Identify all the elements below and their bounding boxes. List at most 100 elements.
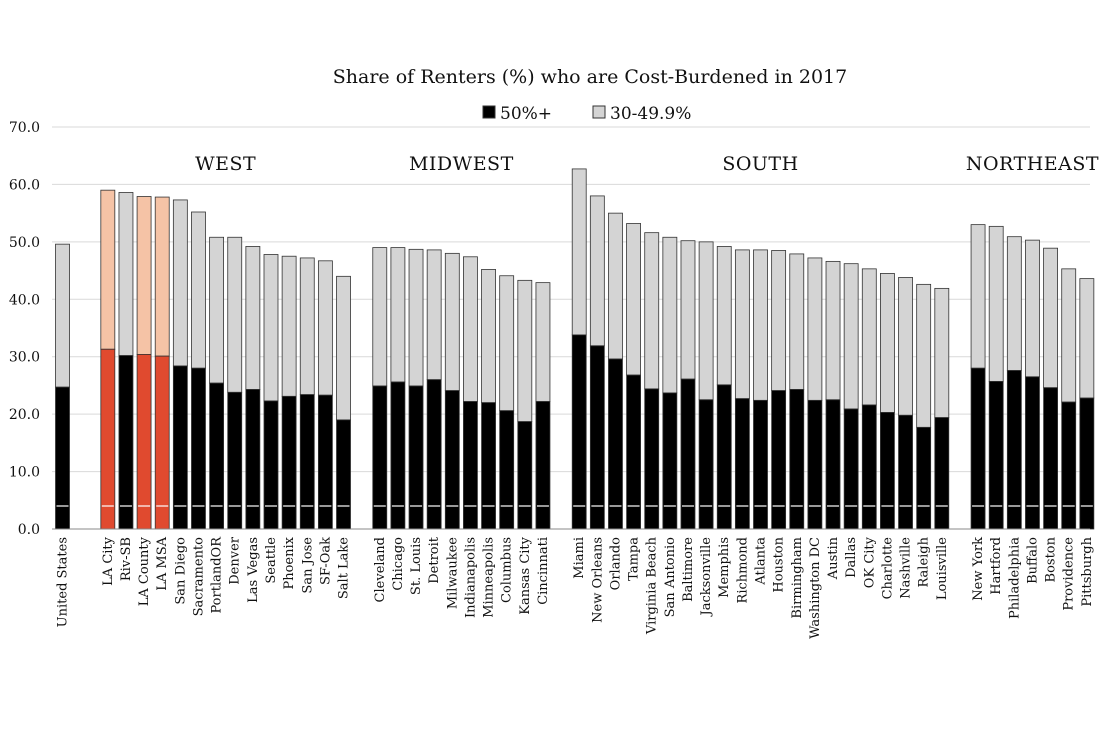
bar-segment-30-49	[807, 257, 823, 401]
bar-segment-50-plus	[789, 389, 805, 530]
bar-segment-50-plus	[662, 392, 678, 530]
bar-segment-30-49	[1061, 268, 1077, 403]
y-tick-label: 30.0	[9, 350, 40, 366]
category-label: Dallas	[844, 537, 859, 578]
bar-segment-30-49	[535, 282, 551, 402]
category-label: Philadelphia	[1007, 537, 1022, 619]
bar-segment-30-49	[136, 196, 152, 355]
y-tick-label: 70.0	[9, 120, 40, 136]
category-label: SF-Oak	[318, 537, 333, 585]
bar-segment-30-49	[154, 196, 170, 357]
bar-segment-30-49	[426, 249, 442, 381]
bar-segment-30-49	[1079, 278, 1095, 399]
bar-segment-50-plus	[1061, 401, 1077, 530]
bar-segment-30-49	[680, 240, 696, 380]
category-label: Kansas City	[518, 536, 533, 614]
bar-segment-30-49	[589, 195, 605, 347]
bar-segment-50-plus	[372, 385, 388, 530]
bar-segment-50-plus	[281, 395, 297, 530]
category-label: New York	[971, 537, 986, 601]
bar-segment-30-49	[843, 263, 859, 410]
bar-segment-30-49	[644, 232, 660, 390]
bar-segment-50-plus	[136, 354, 152, 530]
bar-segment-30-49	[698, 241, 714, 401]
category-label: Chicago	[391, 537, 406, 591]
bar-segment-50-plus	[807, 399, 823, 530]
bar-segment-50-plus	[209, 382, 225, 530]
category-label: Washington DC	[808, 537, 823, 639]
bar-segment-30-49	[1006, 236, 1022, 371]
bar-segment-30-49	[227, 236, 243, 393]
bar-segment-30-49	[499, 275, 515, 412]
y-tick-label: 0.0	[18, 522, 40, 538]
bar-segment-30-49	[771, 250, 787, 391]
bar-segment-50-plus	[55, 386, 70, 530]
bar-segment-30-49	[898, 277, 913, 416]
bar-segment-50-plus	[1043, 387, 1058, 530]
bar-segment-30-49	[463, 256, 478, 402]
category-label: Denver	[228, 536, 243, 585]
bar-segment-50-plus	[753, 399, 768, 530]
bar-segment-30-49	[608, 212, 623, 360]
bar-segment-50-plus	[644, 388, 660, 530]
bar-segment-30-49	[372, 247, 388, 387]
y-tick-label: 50.0	[9, 235, 40, 251]
bar-segment-50-plus	[227, 391, 243, 530]
bar-segment-30-49	[861, 268, 877, 406]
bar-segment-30-49	[825, 260, 841, 401]
category-label: Hartford	[989, 537, 1004, 595]
bar-segment-50-plus	[263, 400, 279, 530]
category-label: Cincinnati	[536, 537, 551, 605]
category-label: LA City	[101, 536, 116, 585]
category-label: Riv-SB	[119, 537, 134, 581]
category-label: Las Vegas	[246, 537, 261, 603]
bar-segment-50-plus	[934, 417, 950, 530]
region-labels: WEST MIDWEST SOUTH NORTHEAST	[195, 153, 1098, 175]
category-label: San Antonio	[663, 537, 678, 618]
category-label: PortlandOR	[210, 536, 225, 614]
category-label: United States	[56, 537, 71, 627]
bar-segment-50-plus	[517, 421, 533, 530]
bar-segment-30-49	[281, 255, 297, 397]
category-label: Minneapolis	[482, 537, 497, 618]
bar-segment-30-49	[100, 189, 116, 350]
bar-segment-50-plus	[1006, 370, 1022, 530]
category-label: Orlando	[608, 537, 623, 590]
bar-segment-30-49	[1043, 247, 1058, 389]
bar-segment-50-plus	[608, 358, 623, 530]
bar-segment-50-plus	[317, 394, 333, 530]
category-label: Milwaukee	[445, 537, 460, 609]
bar-segment-50-plus	[734, 398, 750, 530]
bar-segment-50-plus	[390, 381, 406, 530]
bar-segment-50-plus	[970, 367, 986, 530]
bar-segment-30-49	[408, 248, 424, 387]
bar-segment-50-plus	[698, 399, 714, 530]
category-label: St. Louis	[409, 537, 424, 595]
bar-segment-30-49	[753, 249, 768, 401]
bar-segment-30-49	[263, 254, 279, 402]
category-labels: United States LA City Riv-SB LA County LA MS…	[56, 536, 1095, 639]
category-label: Atlanta	[754, 537, 769, 586]
bar-segment-30-49	[626, 223, 641, 376]
category-label: New Orleans	[590, 537, 605, 623]
category-label: Nashville	[899, 537, 914, 599]
gridlines	[52, 126, 1090, 473]
y-tick-label: 20.0	[9, 407, 40, 423]
legend-swatch-moderate	[592, 105, 606, 119]
bar-segment-30-49	[444, 252, 460, 391]
category-label: Boston	[1044, 536, 1059, 582]
category-label: Buffalo	[1025, 537, 1040, 584]
bar-segment-30-49	[1025, 239, 1040, 378]
legend-swatch-severe	[482, 105, 496, 119]
bar-segment-30-49	[55, 243, 70, 388]
bar-segment-50-plus	[336, 419, 351, 530]
bar-segment-30-49	[209, 236, 225, 384]
bar-segment-50-plus	[916, 426, 932, 530]
bar-segment-30-49	[317, 260, 333, 396]
bar-segment-30-49	[662, 236, 678, 394]
bar-segment-50-plus	[154, 355, 170, 530]
region-label: MIDWEST	[409, 153, 514, 175]
category-label: Louisville	[935, 537, 950, 600]
category-label: Miami	[572, 537, 587, 579]
